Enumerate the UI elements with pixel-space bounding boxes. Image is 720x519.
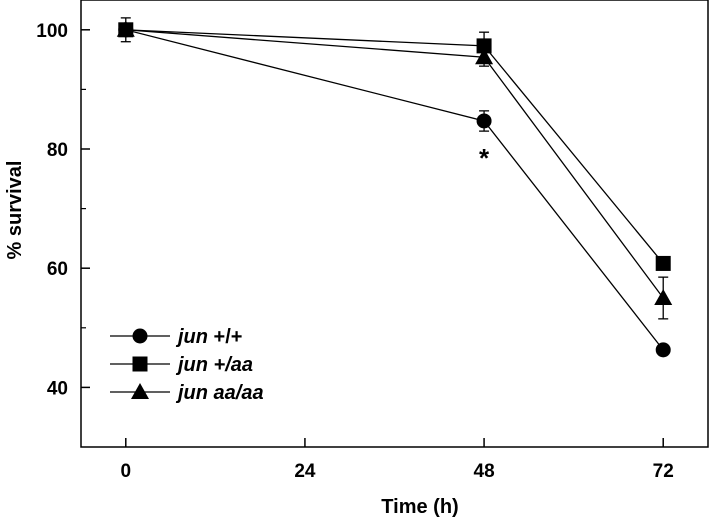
x-tick-label: 72 [653, 461, 674, 482]
data-point [654, 289, 673, 305]
data-point [655, 342, 671, 358]
legend-label-suffix: +/+ [214, 326, 243, 348]
legend-label: jun aa/aa [175, 382, 264, 404]
significance-asterisk: * [479, 143, 490, 173]
y-tick-label: 60 [47, 259, 68, 280]
y-axis-ticks: 40 60 80 100 [36, 21, 90, 399]
data-point [475, 48, 494, 65]
x-tick-label: 48 [474, 461, 495, 482]
x-axis-label: Time (h) [381, 496, 458, 518]
data-point [116, 20, 135, 37]
series-line [125, 29, 664, 299]
legend-marker [132, 356, 148, 372]
x-tick-label: 0 [120, 461, 131, 482]
legend-label-suffix: +/aa [214, 354, 253, 376]
legend-marker [132, 328, 148, 344]
legend-entry: jun +/aa [110, 354, 253, 376]
y-tick-label: 100 [36, 21, 68, 42]
y-tick-label: 80 [47, 140, 68, 161]
data-point [476, 113, 492, 129]
series-circle [118, 22, 671, 358]
legend-marker [131, 383, 149, 399]
series-square [118, 22, 671, 271]
legend-entry: jun +/+ [110, 326, 242, 348]
annotation-layer: * [479, 143, 490, 173]
legend-label-main: jun [175, 326, 214, 348]
series-line [125, 29, 664, 264]
series-layer [116, 17, 673, 358]
legend-label: jun +/aa [175, 354, 253, 376]
x-tick-label: 24 [294, 461, 316, 482]
legend-label-main: jun [175, 354, 214, 376]
series-triangle [116, 17, 673, 320]
y-tick-label: 40 [47, 378, 68, 399]
legend-label-main: jun [175, 382, 214, 404]
legend-label: jun +/+ [175, 326, 242, 348]
legend-entry: jun aa/aa [110, 382, 264, 404]
plot-frame [80, 0, 709, 448]
x-axis-ticks: 0 24 48 72 [120, 438, 674, 482]
y-axis-label: % survival [4, 161, 26, 260]
legend-label-suffix: aa/aa [214, 382, 264, 404]
data-point [476, 38, 492, 54]
data-point [655, 255, 671, 271]
